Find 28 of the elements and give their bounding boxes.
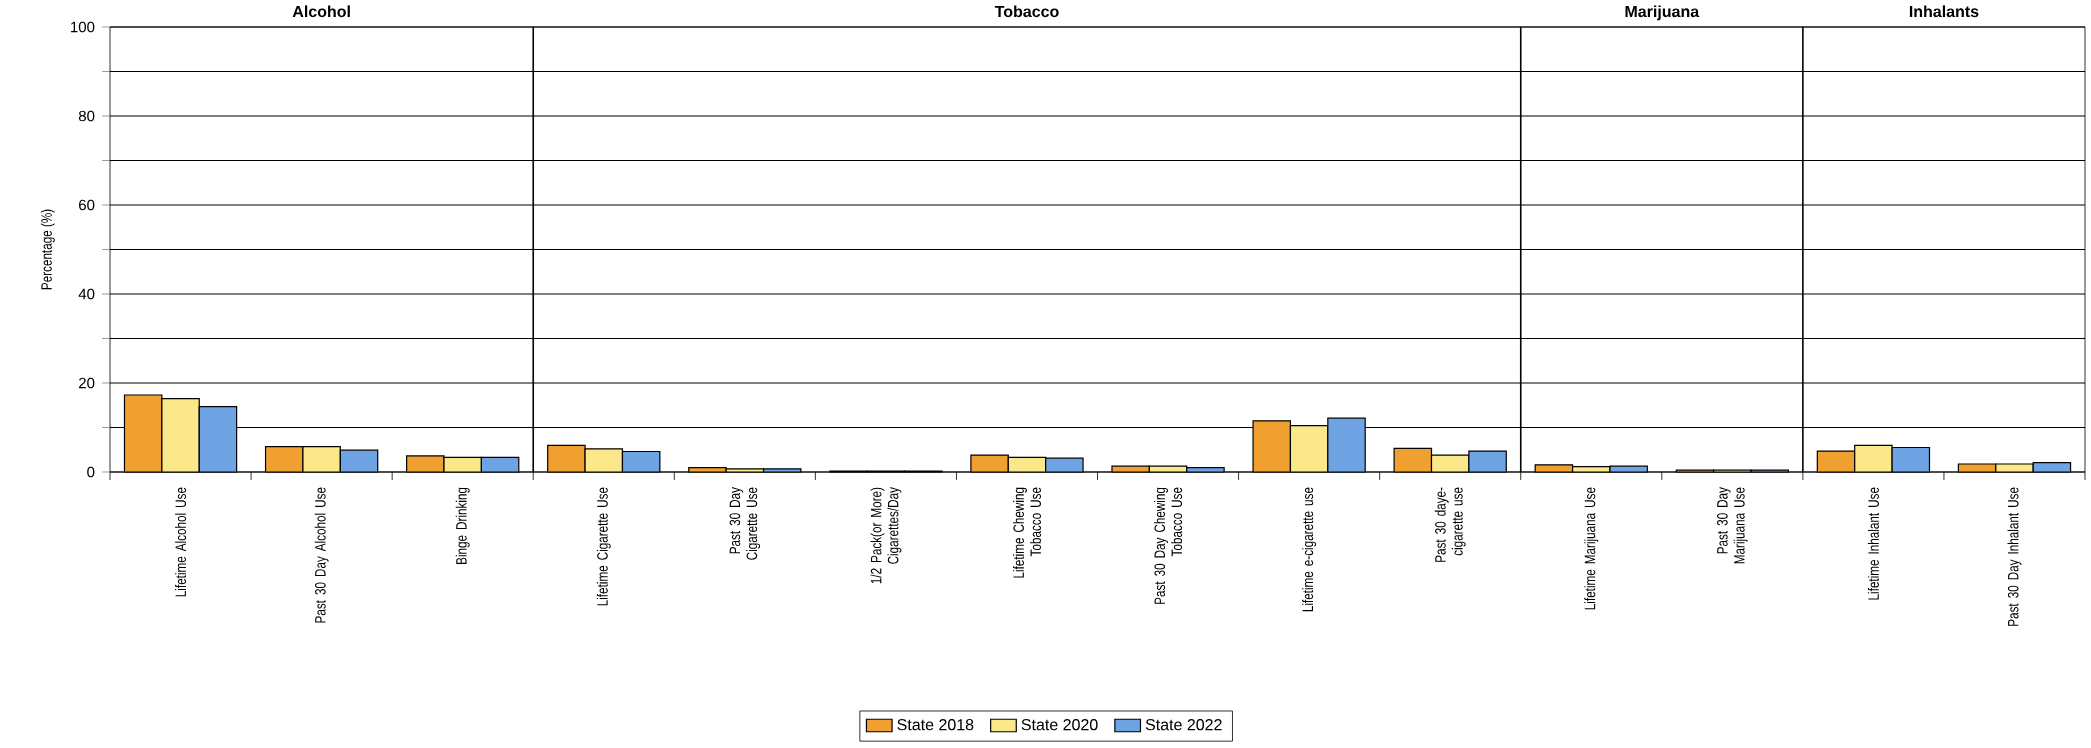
y-tick-label: 20 [79, 377, 95, 389]
text: Alcohol [292, 5, 350, 18]
text: Inhalants [1909, 5, 1979, 18]
x-tick-label: Past 30 Day Cigarette Use [729, 487, 761, 560]
x-tick-label: Lifetime Marijuana Use [1584, 487, 1599, 610]
text: Marijuana [1625, 5, 1700, 21]
x-tick-label: Lifetime Inhalant Use [1867, 487, 1879, 600]
x-tick-label: Past 30 Day Inhalant Use [2007, 487, 2022, 626]
y-axis-title: Percentage (%) [40, 209, 55, 290]
legend-label: State 2022 [1145, 719, 1222, 731]
x-tick-label: Binge Drinking [455, 487, 470, 564]
y-tick-label: 100 [71, 21, 95, 33]
y-tick-label: 60 [79, 199, 95, 211]
x-tick-label: Lifetime Chewing Tobacco Use [1012, 487, 1041, 578]
y-tick-label: 80 [78, 110, 95, 122]
x-tick-label: Past 30 daye-cigarette use [1434, 487, 1466, 562]
x-tick-label: Lifetime e-cigarette use [1302, 487, 1317, 612]
x-tick-label: Past 30 Day Alcohol Use [314, 487, 329, 623]
legend-label: State 2020 [1021, 719, 1098, 731]
x-tick-label: 1/2 Pack(or More) Cigarettes/Day [870, 487, 902, 584]
x-tick-label: Lifetime Cigarette Use [596, 487, 611, 606]
y-tick-label: 0 [87, 466, 95, 478]
x-tick-label: Past 30 Day Chewing Tobacco Use [1154, 487, 1183, 604]
text: Tobacco [994, 5, 1059, 18]
y-tick-label: 40 [78, 288, 95, 300]
legend-label: State 2018 [897, 719, 974, 731]
x-tick-label: Lifetime Alcohol Use [175, 487, 187, 597]
x-tick-label: Past 30 Day Marijuana Use [1717, 487, 1748, 564]
